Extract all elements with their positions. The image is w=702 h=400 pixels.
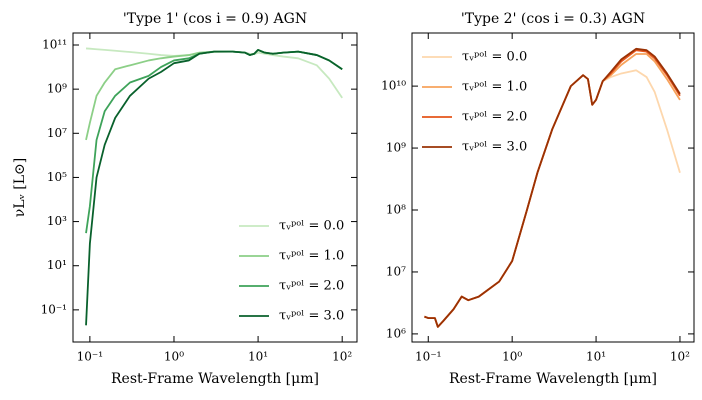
legend-label: τᵥᵖᵒˡ = 3.0	[462, 140, 527, 155]
y-tick-label: 10⁻¹	[41, 302, 67, 316]
chart-title: 'Type 2' (cos i = 0.3) AGN	[461, 11, 645, 27]
y-tick-label: 10⁹	[47, 82, 67, 96]
y-tick-label: 10¹⁰	[381, 79, 406, 93]
legend-label: τᵥᵖᵒˡ = 2.0	[462, 110, 527, 125]
y-tick-label: 10⁵	[47, 170, 67, 184]
legend-label: τᵥᵖᵒˡ = 1.0	[462, 80, 527, 95]
y-tick-label: 10³	[47, 214, 67, 228]
x-tick-label: 10⁻¹	[415, 350, 441, 364]
chart-title: 'Type 1' (cos i = 0.9) AGN	[123, 11, 307, 27]
plot-frame	[411, 32, 695, 343]
series-line	[85, 49, 343, 234]
legend-label: τᵥᵖᵒˡ = 1.0	[279, 249, 344, 264]
x-tick-label: 10¹	[586, 350, 606, 364]
x-tick-label: 10²	[332, 350, 352, 364]
series-line	[85, 47, 343, 99]
x-axis-label: Rest-Frame Wavelength [μm]	[449, 371, 657, 387]
y-tick-label: 10⁹	[386, 141, 406, 155]
legend-label: τᵥᵖᵒˡ = 3.0	[279, 309, 344, 324]
series-line	[85, 49, 343, 141]
y-tick-label: 10¹¹	[42, 38, 67, 52]
legend-label: τᵥᵖᵒˡ = 0.0	[462, 50, 527, 65]
x-tick-label: 10¹	[248, 350, 268, 364]
x-tick-label: 10²	[670, 350, 690, 364]
y-tick-label: 10¹	[47, 258, 67, 272]
plot-frame	[72, 32, 358, 343]
legend-label: τᵥᵖᵒˡ = 0.0	[279, 219, 344, 234]
x-axis-label: Rest-Frame Wavelength [μm]	[111, 371, 319, 387]
y-tick-label: 10⁸	[386, 203, 406, 217]
y-axis-label: νLᵥ [L⊙]	[12, 158, 28, 217]
y-tick-label: 10⁷	[47, 126, 67, 140]
x-tick-label: 10⁰	[164, 350, 184, 364]
series-line	[424, 47, 681, 328]
legend-label: τᵥᵖᵒˡ = 2.0	[279, 279, 344, 294]
y-tick-label: 10⁷	[386, 264, 406, 278]
x-tick-label: 10⁰	[502, 350, 522, 364]
x-tick-label: 10⁻¹	[77, 350, 103, 364]
series-line	[85, 49, 343, 326]
series-line	[424, 53, 681, 328]
y-tick-label: 10⁶	[386, 326, 406, 340]
